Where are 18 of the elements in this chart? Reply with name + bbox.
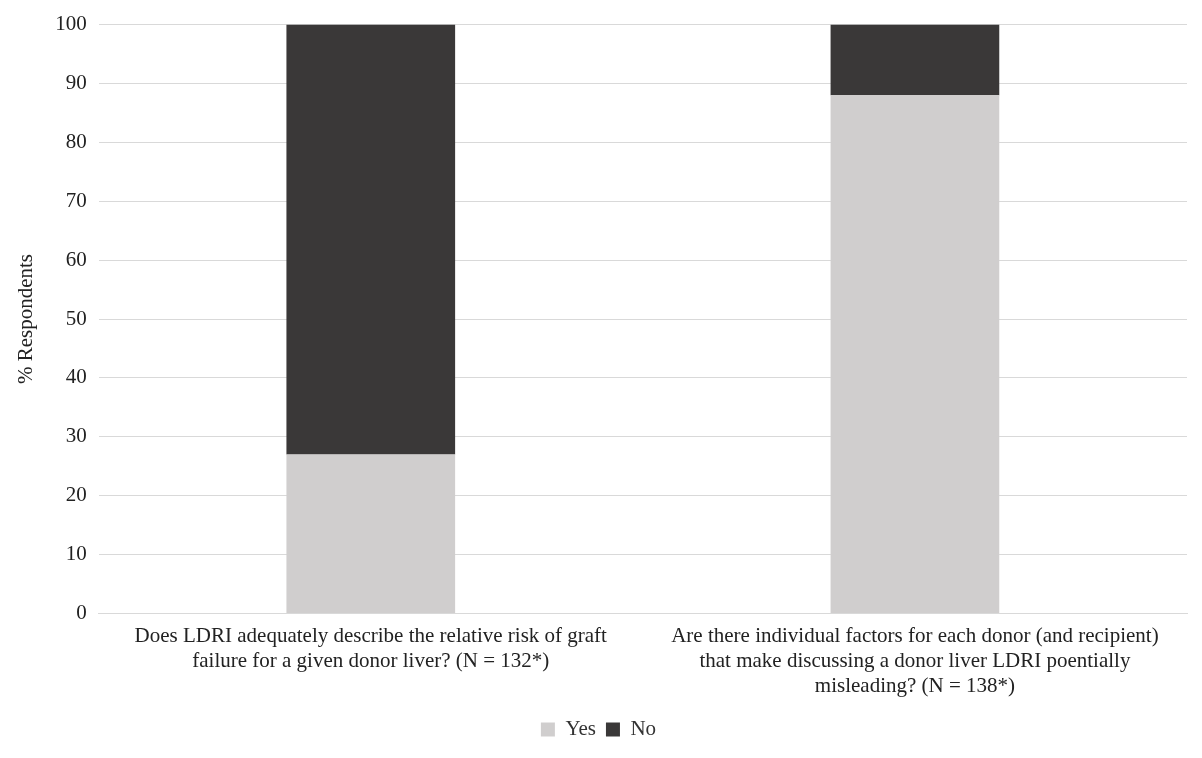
- y-tick-label: 20: [65, 482, 87, 507]
- y-tick-label: 90: [65, 70, 87, 94]
- y-tick-label: 60: [65, 246, 87, 271]
- y-tick-label: 50: [65, 305, 87, 330]
- y-tick-label: 100: [55, 11, 87, 36]
- y-tick-label: 70: [65, 187, 87, 212]
- legend-label: No: [630, 716, 657, 741]
- y-tick-label: 10: [65, 541, 87, 566]
- x-tick-label: Does LDRI adequately describe the relative risk of graft failure for a given donor liver? (N = 132*): [134, 622, 608, 672]
- y-tick-label: 30: [65, 423, 87, 448]
- x-tick-label: Are there individual factors for each donor (and recipient) that make discussing a donor liver LDRI poentially misleading? (N = 138*): [671, 622, 1159, 697]
- y-axis-title: % Respondents: [13, 253, 38, 385]
- legend-label: Yes: [565, 716, 596, 741]
- y-tick-label: 0: [76, 599, 87, 624]
- bar: [830, 24, 1000, 96]
- y-tick-label: 40: [65, 364, 87, 389]
- y-tick-label: 80: [65, 128, 87, 153]
- bar: [286, 24, 456, 455]
